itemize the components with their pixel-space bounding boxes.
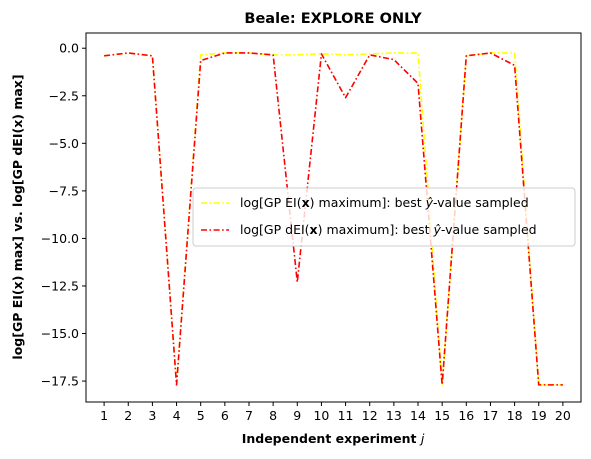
x-tick-label: 18 bbox=[507, 408, 523, 423]
x-tick-label: 6 bbox=[221, 408, 229, 423]
y-axis-ticks: 0.0 −2.5 −5.0 −7.5 −10.0 −12.5 −15.0 −17.5 bbox=[41, 41, 86, 389]
x-tick-label: 5 bbox=[197, 408, 205, 423]
legend-ei-part-5: -value sampled bbox=[433, 195, 529, 210]
x-tick-label: 7 bbox=[245, 408, 253, 423]
x-tick-label: 16 bbox=[458, 408, 474, 423]
legend-ei-part-2: x bbox=[302, 195, 310, 210]
legend-dei-part-1: log[GP dEI( bbox=[240, 222, 310, 237]
legend-ei-part-3: ) maximum]: best bbox=[310, 195, 426, 210]
y-tick-label: −7.5 bbox=[49, 183, 79, 198]
y-tick-label: 0.0 bbox=[59, 41, 79, 56]
legend-dei-part-5: -value sampled bbox=[441, 222, 537, 237]
y-tick-label: −5.0 bbox=[49, 136, 79, 151]
x-axis-ticks: 1 2 3 4 5 6 7 8 9 10 11 12 13 14 15 16 17 18 19 20 bbox=[100, 402, 571, 423]
x-tick-label: 10 bbox=[313, 408, 329, 423]
x-tick-label: 3 bbox=[148, 408, 156, 423]
legend-ei-part-1: log[GP EI( bbox=[240, 195, 302, 210]
x-tick-label: 1 bbox=[100, 408, 108, 423]
x-tick-label: 13 bbox=[386, 408, 402, 423]
x-tick-label: 17 bbox=[482, 408, 498, 423]
y-tick-label: −2.5 bbox=[49, 88, 79, 103]
legend: log[GP EI(x) maximum]: best ŷ-value samp… bbox=[193, 188, 575, 246]
chart-title: Beale: EXPLORE ONLY bbox=[244, 11, 422, 27]
x-tick-label: 11 bbox=[338, 408, 354, 423]
y-tick-label: −10.0 bbox=[41, 231, 79, 246]
x-tick-label: 19 bbox=[531, 408, 547, 423]
x-axis-label-main: Independent experiment bbox=[242, 431, 421, 446]
x-tick-label: 9 bbox=[293, 408, 301, 423]
x-tick-label: 20 bbox=[555, 408, 571, 423]
legend-dei-part-2: x bbox=[310, 222, 318, 237]
x-tick-label: 4 bbox=[173, 408, 181, 423]
legend-dei-part-3: ) maximum]: best bbox=[318, 222, 434, 237]
y-axis-label: log[GP EI(x) max] vs. log[GP dEI(x) max] bbox=[10, 74, 25, 359]
x-tick-label: 12 bbox=[362, 408, 378, 423]
x-tick-label: 15 bbox=[434, 408, 450, 423]
y-tick-label: −12.5 bbox=[41, 278, 79, 293]
legend-label-dei: log[GP dEI(x) maximum]: best ŷ-value sam… bbox=[240, 222, 537, 237]
legend-label-ei: log[GP EI(x) maximum]: best ŷ-value samp… bbox=[240, 195, 529, 210]
x-axis-label: Independent experiment j bbox=[242, 431, 425, 446]
y-tick-label: −17.5 bbox=[41, 374, 79, 389]
y-tick-label: −15.0 bbox=[41, 326, 79, 341]
x-tick-label: 14 bbox=[410, 408, 426, 423]
x-tick-label: 2 bbox=[124, 408, 132, 423]
x-tick-label: 8 bbox=[269, 408, 277, 423]
